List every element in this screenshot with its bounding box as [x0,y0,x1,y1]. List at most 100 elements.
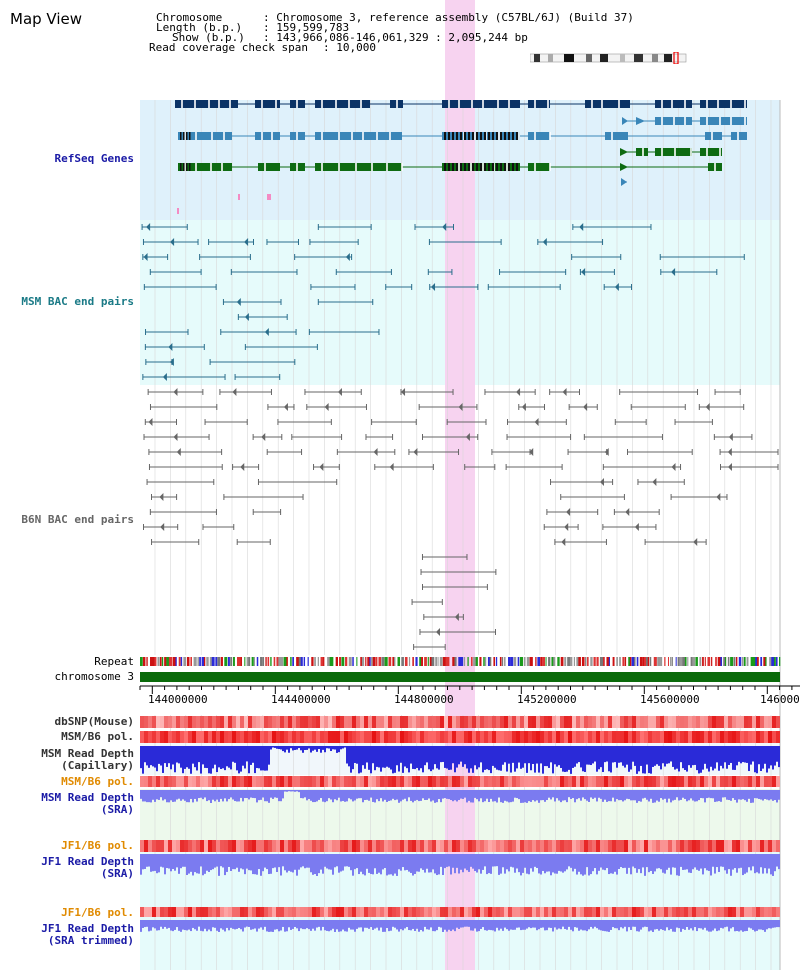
repeat-element [230,657,233,666]
repeat-element [504,657,506,666]
depth-bar-jf1-trimmed [608,920,610,932]
pol-cell [220,840,224,852]
pol-cell [380,731,384,743]
track-label-msm-bac[interactable]: MSM BAC end pairs [21,295,134,308]
pol-cell [328,907,332,917]
depth-bar-msm-sra [684,790,686,799]
depth-bar-msm-sra [704,790,706,803]
depth-bar-jf1-sra [642,854,644,868]
depth-bar-msm-sra [516,790,518,799]
depth-bar-capillary [404,746,406,767]
repeat-element [236,657,240,666]
pol-cell [496,776,500,787]
repeat-element [367,657,371,666]
track-label-b6n-bac[interactable]: B6N BAC end pairs [21,513,134,526]
track-label-chromosome[interactable]: chromosome 3 [54,670,134,683]
pol-cell [420,840,424,852]
depth-bar-msm-sra [706,790,708,799]
axis-tick-label: 145200000 [517,693,577,706]
repeat-element [199,657,201,666]
pol-cell [760,731,764,743]
pol-cell [268,776,272,787]
dbsnp-cell [608,716,612,728]
repeat-element [401,657,404,666]
depth-bar-capillary [234,746,236,763]
depth-bar-jf1-sra [710,854,712,876]
repeat-element [757,657,759,666]
depth-bar-capillary [766,746,768,773]
exon-tick [448,163,450,171]
exon-gap [482,163,484,171]
depth-bar-jf1-trimmed [770,920,772,929]
chromosome-ideogram[interactable] [530,52,688,64]
pol-cell [384,840,388,852]
track-label-repeat[interactable]: Repeat [94,655,134,668]
depth-bar-msm-sra [692,790,694,801]
pol-cell [484,731,488,743]
pol-cell [180,907,184,917]
pol-cell [196,840,200,852]
pol-cell [412,840,416,852]
pol-cell [232,776,236,787]
pol-cell [208,776,212,787]
depth-bar-capillary [242,746,244,766]
depth-bar-jf1-trimmed [306,920,308,929]
track-label-jf1-depth-sra[interactable]: JF1 Read Depth (SRA) [41,855,134,880]
repeat-element [553,657,556,666]
depth-bar-capillary [542,746,544,774]
track-label-jf1-depth-trimmed[interactable]: JF1 Read Depth (SRA trimmed) [41,922,134,947]
depth-bar-jf1-trimmed [426,920,428,930]
repeat-element [657,657,661,666]
pol-cell [412,731,416,743]
pol-cell [704,776,708,787]
pol-cell [768,907,772,917]
exon-tick [476,163,478,171]
depth-bar-jf1-sra [274,854,276,868]
pol-cell [664,907,668,917]
depth-bar-msm-sra [576,790,578,800]
track-label-msm-depth-sra[interactable]: MSM Read Depth (SRA) [41,791,134,816]
depth-bar-jf1-trimmed [664,920,666,931]
depth-bar-jf1-trimmed [722,920,724,929]
pol-cell [520,907,524,917]
depth-bar-jf1-sra [470,854,472,867]
track-label-refseq[interactable]: RefSeq Genes [54,152,134,165]
depth-bar-jf1-sra [648,854,650,873]
depth-bar-msm-sra [550,790,552,800]
depth-bar-jf1-trimmed [554,920,556,928]
pol-cell [568,776,572,787]
depth-bar-jf1-trimmed [592,920,594,929]
dbsnp-cell [416,716,420,728]
repeat-element [286,657,288,666]
pol-cell [768,840,772,852]
track-label-msm-depth-capillary[interactable]: MSM Read Depth (Capillary) [41,747,134,772]
dbsnp-cell [604,716,608,728]
track-label-msm-b6-pol[interactable]: MSM/B6 pol. [61,730,134,743]
depth-bar-jf1-sra [568,854,570,867]
track-label-jf1-b6-pol[interactable]: JF1/B6 pol. [61,839,134,852]
pol-cell [360,840,364,852]
depth-bar-jf1-trimmed [466,920,468,927]
track-label-msm-b6-pol-sra[interactable]: MSM/B6 pol. [61,775,134,788]
depth-bar-jf1-sra [452,854,454,868]
dbsnp-cell [512,716,516,728]
depth-bar-capillary [356,746,358,764]
depth-bar-capillary [736,746,738,766]
track-label-jf1-b6-pol-2[interactable]: JF1/B6 pol. [61,906,134,919]
depth-bar-capillary [182,746,184,774]
exon-tick [512,163,514,171]
pol-cell [696,840,700,852]
repeat-element [548,657,551,666]
repeat-element [501,657,504,666]
dbsnp-cell [336,716,340,728]
track-label-dbsnp[interactable]: dbSNP(Mouse) [54,715,134,728]
depth-bar-msm-sra [484,790,486,802]
dbsnp-cell [256,716,260,728]
depth-bar-capillary [744,746,746,763]
pol-cell [504,907,508,917]
pol-cell [456,840,460,852]
depth-bar-capillary [490,746,492,774]
depth-bar-capillary [720,746,722,766]
pol-cell [456,776,460,787]
depth-bar-capillary [444,746,446,768]
